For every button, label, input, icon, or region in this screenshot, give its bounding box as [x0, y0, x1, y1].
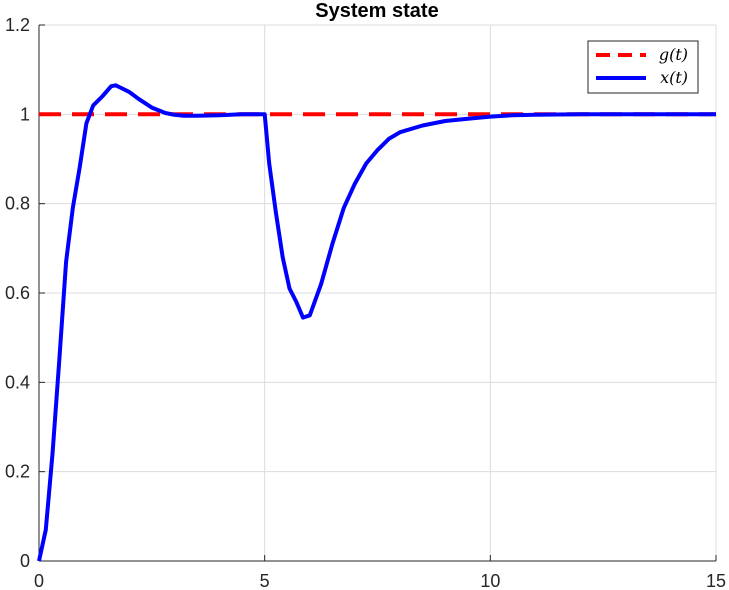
legend-box: [587, 40, 699, 94]
tick-labels: 0 5 10 15 0 0.2 0.4 0.6 0.8 1 1.2: [5, 15, 726, 590]
y-tick-label: 1: [20, 104, 30, 124]
x-tick-label: 5: [260, 571, 270, 590]
y-tick-label: 1.2: [5, 15, 30, 35]
chart-title: System state: [315, 0, 438, 22]
y-tick-label: 0.2: [5, 462, 30, 482]
series-group: [37, 83, 716, 562]
y-tick-label: 0: [20, 551, 30, 571]
series-line-xt: [37, 83, 716, 562]
y-tick-label: 0.4: [5, 372, 30, 392]
y-tick-label: 0.8: [5, 194, 30, 214]
x-tick-label: 0: [34, 571, 44, 590]
x-tick-label: 15: [706, 571, 726, 590]
legend: g(t) x(t): [587, 40, 699, 94]
legend-label: g(t): [659, 45, 688, 64]
legend-label: x(t): [660, 68, 688, 87]
y-tick-label: 0.6: [5, 283, 30, 303]
x-tick-label: 10: [480, 571, 500, 590]
